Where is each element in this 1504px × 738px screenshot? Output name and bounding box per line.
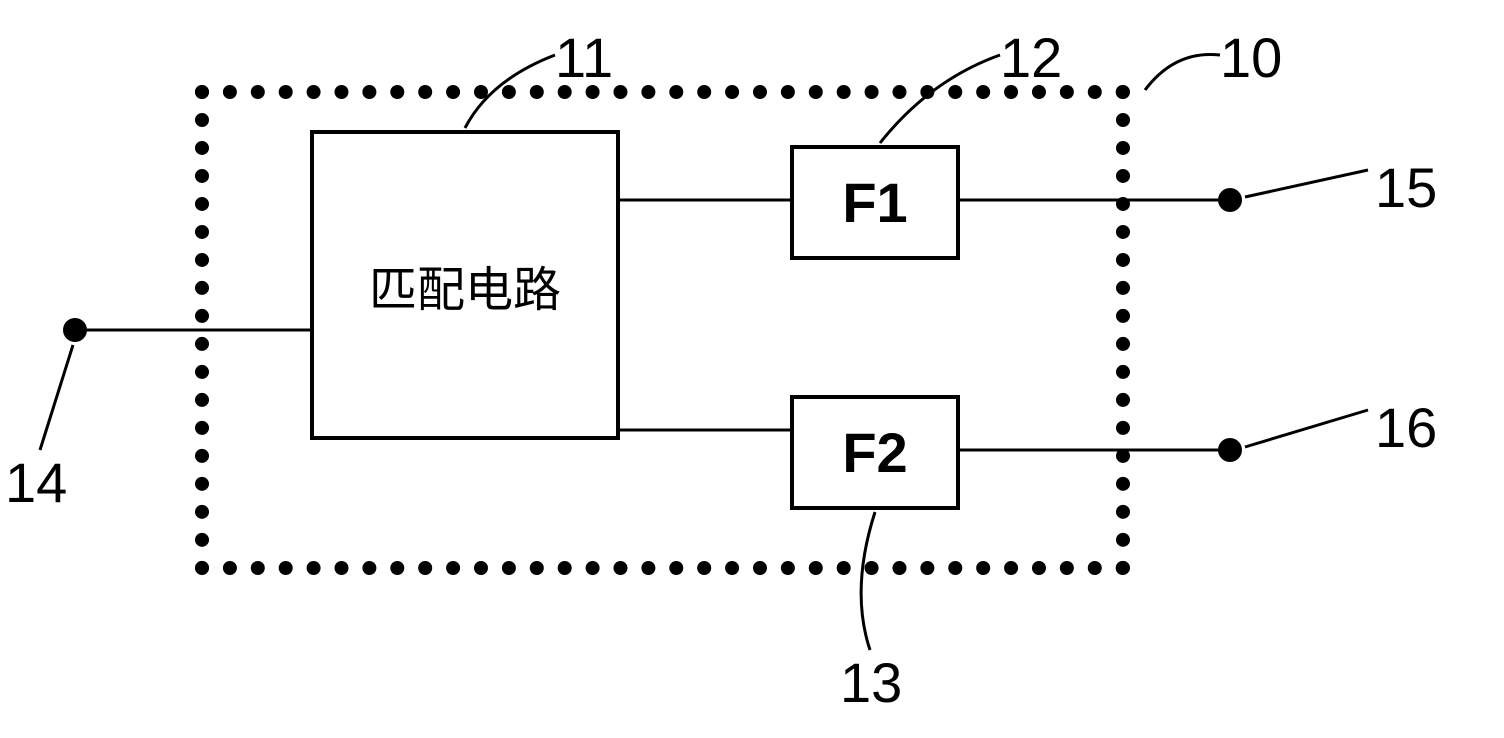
ref-label-11: 11 (555, 25, 613, 90)
block-diagram: 匹配电路 F1 F2 10 11 12 13 14 15 16 (0, 0, 1504, 738)
filter-f2-block: F2 (790, 395, 960, 510)
leader-line (1245, 170, 1368, 197)
matching-circuit-block: 匹配电路 (310, 130, 620, 440)
ref-label-16: 16 (1375, 395, 1437, 460)
ref-label-10: 10 (1220, 25, 1282, 90)
ref-label-12: 12 (1000, 25, 1062, 90)
matching-circuit-label: 匹配电路 (369, 250, 561, 320)
leader-line (1245, 410, 1368, 447)
leader-line (1145, 54, 1220, 90)
terminal-node (1218, 188, 1242, 212)
terminal-node (1218, 438, 1242, 462)
terminal-node (63, 318, 87, 342)
leader-line (40, 345, 73, 450)
filter-f1-label: F1 (842, 170, 907, 235)
ref-label-13: 13 (840, 650, 902, 715)
ref-label-15: 15 (1375, 155, 1437, 220)
filter-f2-label: F2 (842, 420, 907, 485)
filter-f1-block: F1 (790, 145, 960, 260)
ref-label-14: 14 (5, 450, 67, 515)
